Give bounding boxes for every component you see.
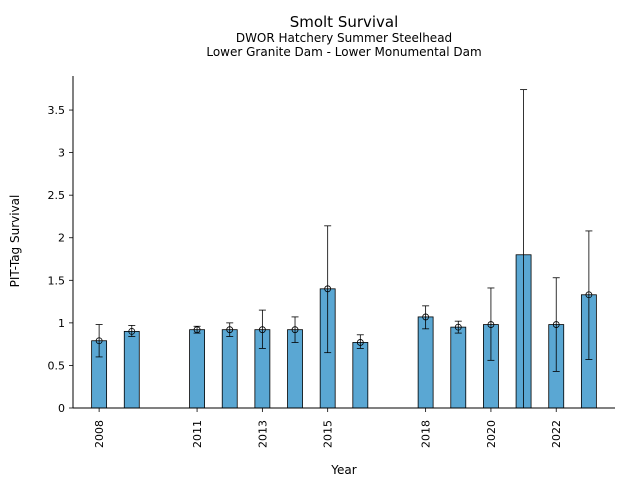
x-tick-label-4: 2018 bbox=[420, 420, 433, 448]
y-axis-label: PIT-Tag Survival bbox=[8, 195, 22, 288]
bars-layer bbox=[91, 254, 597, 409]
bar-2019 bbox=[450, 326, 467, 409]
point-marker-2019 bbox=[454, 323, 462, 331]
error-bars-layer bbox=[95, 89, 593, 409]
x-tick-label-0: 2008 bbox=[93, 420, 106, 448]
x-axis-label: Year bbox=[330, 463, 356, 477]
x-tick-label-1: 2011 bbox=[191, 420, 204, 448]
point-marker-2023 bbox=[585, 291, 593, 299]
x-tick-label-2: 2013 bbox=[256, 420, 269, 448]
point-marker-2013 bbox=[258, 326, 266, 334]
x-tick-label-6: 2022 bbox=[550, 420, 563, 448]
chart-title: Smolt Survival bbox=[289, 13, 399, 31]
point-marker-2018 bbox=[422, 313, 430, 321]
bar-2011 bbox=[189, 329, 205, 409]
y-tick-label-5: 2.5 bbox=[48, 189, 66, 202]
point-marker-2020 bbox=[487, 321, 495, 328]
y-tick-label-0: 0 bbox=[58, 402, 65, 415]
y-tick-label-3: 1.5 bbox=[48, 274, 66, 287]
y-tick-label-6: 3 bbox=[58, 147, 65, 160]
point-marker-2015 bbox=[324, 285, 332, 293]
y-tick-label-4: 2 bbox=[58, 232, 65, 245]
point-marker-2008 bbox=[95, 337, 103, 345]
y-tick-label-7: 3.5 bbox=[48, 104, 66, 117]
point-marker-2014 bbox=[291, 326, 299, 334]
bar-2012 bbox=[221, 329, 238, 409]
point-marker-2012 bbox=[226, 326, 234, 334]
x-tick-label-3: 2015 bbox=[322, 420, 335, 448]
point-marker-2009 bbox=[128, 327, 136, 335]
y-tick-label-2: 1 bbox=[58, 317, 65, 330]
bar-2018 bbox=[417, 316, 434, 409]
bar-2009 bbox=[123, 330, 140, 409]
axes-layer: 0 0.5 1 1.5 2 2.5 3 3.5 2008 2011 2013 2015 2018 2020… bbox=[48, 76, 615, 448]
chart-subtitle-line-1: DWOR Hatchery Summer Steelhead bbox=[235, 31, 453, 45]
x-tick-label-5: 2020 bbox=[485, 420, 498, 448]
point-marker-2016 bbox=[356, 339, 364, 346]
y-tick-label-1: 0.5 bbox=[48, 359, 66, 372]
point-marker-2022 bbox=[552, 321, 560, 328]
chart-subtitle-line-2: Lower Granite Dam - Lower Monumental Dam bbox=[206, 45, 482, 59]
point-marker-2011 bbox=[193, 326, 201, 334]
bar-2016 bbox=[352, 342, 369, 409]
